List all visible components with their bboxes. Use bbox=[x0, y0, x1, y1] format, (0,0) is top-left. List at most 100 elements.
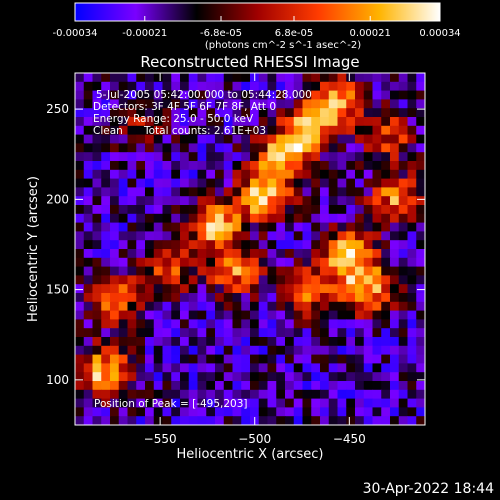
heatmap-cell bbox=[311, 416, 321, 425]
heatmap-cell bbox=[118, 301, 129, 312]
heatmap-cell bbox=[197, 117, 207, 127]
heatmap-cell bbox=[372, 169, 382, 180]
heatmap-cell bbox=[171, 205, 181, 215]
heatmap-cell bbox=[293, 363, 304, 373]
heatmap-cell bbox=[311, 73, 321, 83]
heatmap-cell bbox=[92, 99, 102, 109]
annotation-time-range: 5-Jul-2005 05:42:00.000 to 05:44:28.000 bbox=[96, 89, 312, 101]
heatmap-cell bbox=[320, 161, 330, 171]
heatmap-cell bbox=[320, 240, 330, 250]
heatmap-cell bbox=[180, 354, 190, 364]
heatmap-cell bbox=[180, 231, 190, 241]
heatmap-cell bbox=[416, 319, 425, 329]
heatmap-cell bbox=[390, 90, 400, 100]
heatmap-cell bbox=[250, 161, 260, 171]
heatmap-cell bbox=[407, 257, 417, 268]
heatmap-cell bbox=[153, 152, 164, 162]
heatmap-cell bbox=[293, 231, 304, 241]
heatmap-cell bbox=[250, 381, 260, 391]
heatmap-cell bbox=[346, 152, 356, 162]
heatmap-cell bbox=[118, 337, 129, 347]
heatmap-cell bbox=[328, 301, 339, 312]
heatmap-cell bbox=[197, 196, 207, 206]
heatmap-cell bbox=[267, 205, 277, 215]
heatmap-cell bbox=[118, 328, 129, 338]
heatmap-cell bbox=[75, 134, 85, 144]
heatmap-cell bbox=[197, 257, 207, 268]
heatmap-cell bbox=[92, 319, 102, 329]
heatmap-cell bbox=[372, 134, 382, 144]
heatmap-cell bbox=[328, 310, 339, 320]
heatmap-cell bbox=[285, 81, 295, 92]
heatmap-cell bbox=[92, 205, 102, 215]
heatmap-cell bbox=[171, 337, 181, 347]
heatmap-cell bbox=[355, 372, 365, 382]
colorbar bbox=[75, 3, 440, 21]
heatmap-cell bbox=[355, 257, 365, 268]
heatmap-cell bbox=[390, 416, 400, 425]
heatmap-cell bbox=[416, 125, 425, 136]
heatmap-cell bbox=[267, 90, 277, 100]
heatmap-cell bbox=[372, 293, 382, 303]
heatmap-cell bbox=[110, 398, 120, 408]
heatmap-cell bbox=[180, 213, 190, 224]
heatmap-cell bbox=[311, 125, 321, 136]
heatmap-cell bbox=[83, 231, 94, 241]
heatmap-cell bbox=[197, 143, 207, 153]
heatmap-cell bbox=[241, 178, 251, 188]
heatmap-cell bbox=[232, 222, 242, 232]
heatmap-cell bbox=[118, 169, 129, 180]
heatmap-cell bbox=[407, 161, 417, 171]
heatmap-cell bbox=[188, 372, 199, 382]
heatmap-cell bbox=[337, 310, 347, 320]
heatmap-cell bbox=[267, 161, 277, 171]
heatmap-cell bbox=[346, 125, 356, 136]
heatmap-cell bbox=[328, 213, 339, 224]
heatmap-cell bbox=[258, 257, 269, 268]
heatmap-cell bbox=[398, 407, 409, 417]
heatmap-cell bbox=[232, 257, 242, 268]
heatmap-cell bbox=[311, 213, 321, 224]
heatmap-cell bbox=[258, 337, 269, 347]
heatmap-cell bbox=[145, 240, 155, 250]
heatmap-cell bbox=[241, 363, 251, 373]
heatmap-cell bbox=[416, 284, 425, 294]
heatmap-cell bbox=[416, 249, 425, 259]
heatmap-cell bbox=[320, 310, 330, 320]
heatmap-cell bbox=[267, 108, 277, 118]
heatmap-cell bbox=[337, 328, 347, 338]
heatmap-cell bbox=[355, 398, 365, 408]
heatmap-cell bbox=[92, 416, 102, 425]
heatmap-cell bbox=[320, 407, 330, 417]
heatmap-cell bbox=[363, 134, 374, 144]
heatmap-cell bbox=[118, 381, 129, 391]
heatmap-cell bbox=[118, 134, 129, 144]
heatmap-cell bbox=[223, 381, 234, 391]
heatmap-cell bbox=[153, 284, 164, 294]
heatmap-cell bbox=[241, 196, 251, 206]
heatmap-cell bbox=[153, 222, 164, 232]
heatmap-cell bbox=[232, 99, 242, 109]
heatmap-cell bbox=[215, 275, 225, 285]
heatmap-cell bbox=[75, 257, 85, 268]
heatmap-cell bbox=[390, 99, 400, 109]
heatmap-cell bbox=[355, 117, 365, 127]
heatmap-cell bbox=[293, 99, 304, 109]
heatmap-cell bbox=[416, 81, 425, 92]
heatmap-cell bbox=[320, 293, 330, 303]
heatmap-cell bbox=[145, 205, 155, 215]
heatmap-cell bbox=[171, 240, 181, 250]
heatmap-cell bbox=[250, 284, 260, 294]
heatmap-cell bbox=[302, 187, 312, 197]
heatmap-cell bbox=[223, 345, 234, 356]
heatmap-cell bbox=[118, 213, 129, 224]
heatmap-cell bbox=[162, 354, 172, 364]
heatmap-cell bbox=[372, 257, 382, 268]
heatmap-cell bbox=[276, 363, 286, 373]
heatmap-cell bbox=[398, 301, 409, 312]
heatmap-cell bbox=[92, 222, 102, 232]
heatmap-cell bbox=[320, 81, 330, 92]
heatmap-cell bbox=[110, 293, 120, 303]
heatmap-cell bbox=[381, 187, 391, 197]
heatmap-cell bbox=[188, 389, 199, 400]
